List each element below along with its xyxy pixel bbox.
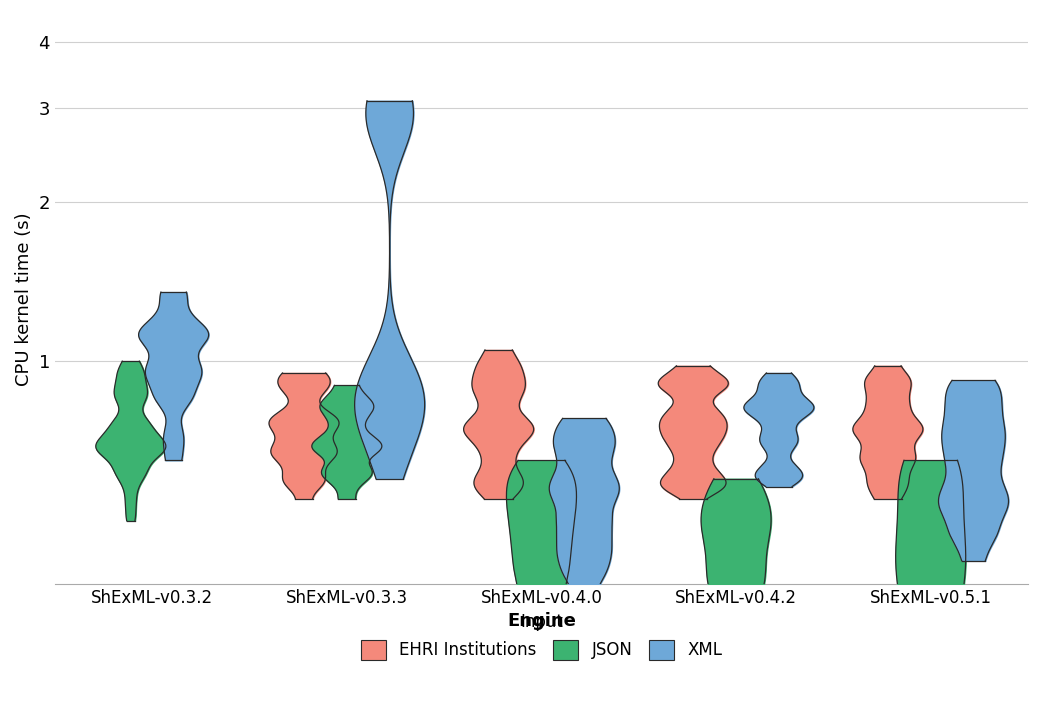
Y-axis label: CPU kernel time (s): CPU kernel time (s) [15,213,33,386]
X-axis label: Engine: Engine [507,612,576,630]
Legend: EHRI Institutions, JSON, XML: EHRI Institutions, JSON, XML [354,607,729,667]
